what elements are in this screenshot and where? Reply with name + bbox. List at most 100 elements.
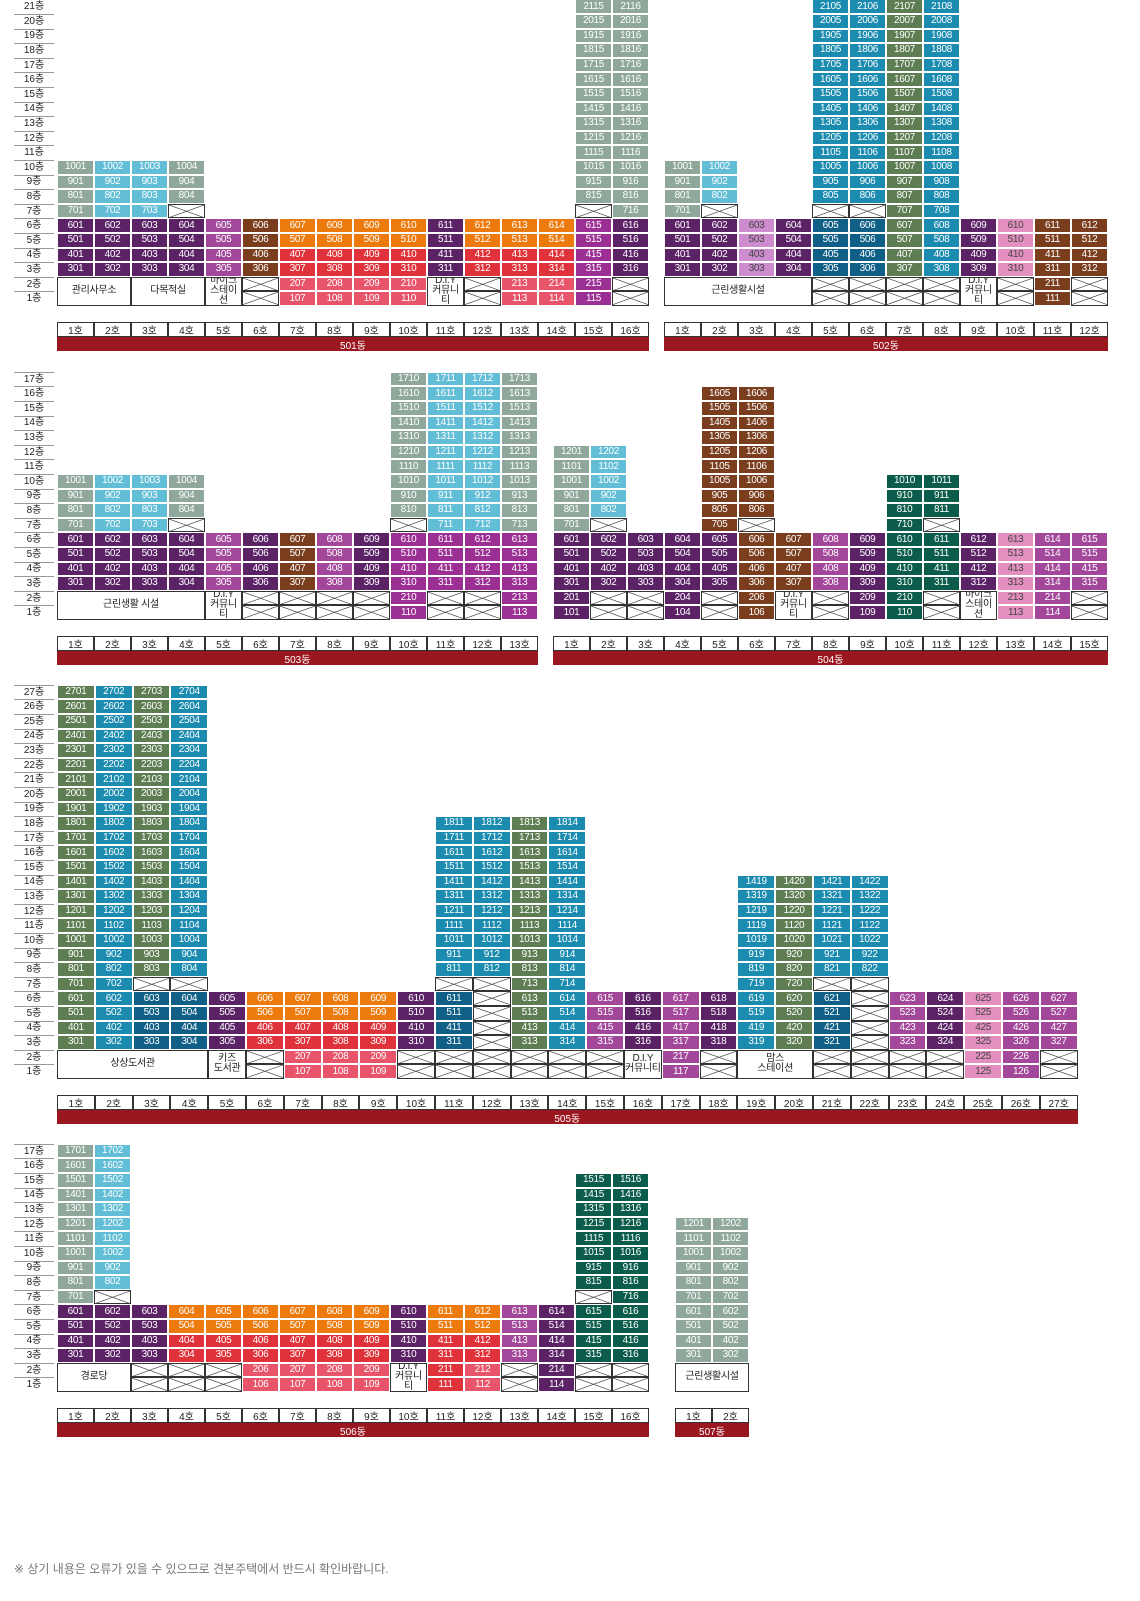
unit-cell: 813: [510, 962, 549, 977]
unit-cell: 317: [661, 1035, 700, 1050]
unit-cell: 408: [923, 247, 960, 263]
unit-cell: 1601: [57, 1158, 94, 1173]
unit-cell: 316: [612, 262, 649, 277]
unit-cell: 514: [538, 233, 575, 248]
unit-cell: 902: [590, 488, 627, 504]
unit-cell: 308: [316, 262, 353, 277]
unit-cell: 408: [316, 1333, 353, 1349]
floor-label: 4층: [14, 247, 54, 263]
empty-cell: [699, 1064, 738, 1079]
floor-label: 5층: [14, 233, 54, 248]
unit-number-label: 8호: [321, 1095, 360, 1110]
no-unit-cross-icon: [887, 292, 922, 305]
unit-cell: 1211: [427, 444, 464, 460]
unit-cell: 310: [390, 262, 427, 277]
unit-number-label: 23호: [888, 1095, 927, 1110]
unit-cell: 1712: [472, 830, 511, 846]
unit-cell: 418: [699, 1020, 738, 1036]
unit-number-label: 15호: [575, 322, 612, 337]
unit-cell: 701: [57, 203, 94, 219]
unit-number-label: 8호: [316, 322, 353, 337]
unit-cell: 415: [1071, 561, 1108, 577]
unit-number-label: 22호: [850, 1095, 889, 1110]
no-unit-cross-icon: [465, 292, 500, 305]
unit-cell: 112: [464, 1377, 501, 1392]
unit-number-label: 15호: [575, 1408, 612, 1423]
unit-cell: 921: [813, 947, 851, 963]
unit-cell: 1502: [94, 860, 133, 875]
no-unit-cross-icon: [591, 606, 626, 619]
empty-cell: [316, 605, 353, 620]
unit-cell: 413: [510, 1020, 549, 1036]
unit-cell: 2601: [57, 699, 95, 714]
unit-cell: 508: [316, 1319, 353, 1334]
unit-cell: 801: [57, 1275, 94, 1290]
unit-cell: 1107: [886, 145, 923, 160]
unit-cell: 920: [775, 947, 813, 963]
unit-cell: 406: [242, 247, 279, 263]
unit-cell: 606: [246, 991, 284, 1006]
unit-number-label: 6호: [246, 1095, 284, 1110]
unit-cell: 1816: [612, 43, 649, 58]
unit-cell: 803: [131, 503, 168, 518]
unit-cell: 207: [279, 276, 316, 292]
unit-cell: 211: [427, 1362, 464, 1378]
unit-cell: 1214: [548, 903, 587, 919]
empty-cell: [627, 605, 664, 620]
unit-cell: 408: [321, 1020, 360, 1036]
floor-label: 2층: [14, 276, 54, 292]
unit-cell: 1510: [390, 401, 427, 416]
empty-cell: [888, 1064, 927, 1079]
unit-cell: 1208: [923, 130, 960, 146]
no-unit-cross-icon: [132, 1378, 167, 1391]
unit-cell: 511: [427, 1319, 464, 1334]
unit-cell: 2102: [94, 772, 133, 787]
unit-cell: 2502: [94, 714, 133, 729]
no-unit-cross-icon: [814, 1051, 850, 1064]
unit-cell: 316: [612, 1348, 649, 1363]
unit-number-label: 1호: [553, 636, 590, 651]
empty-cell: [590, 517, 627, 533]
unit-cell: 1901: [57, 801, 95, 817]
unit-cell: 616: [624, 991, 662, 1006]
floor-label: 4층: [14, 1333, 54, 1349]
unit-cell: 511: [435, 1006, 473, 1021]
unit-cell: 902: [94, 488, 131, 504]
unit-cell: 423: [888, 1020, 927, 1036]
unit-cell: 614: [548, 991, 587, 1006]
unit-cell: 906: [738, 488, 775, 504]
floor-label: 22층: [14, 757, 54, 773]
unit-cell: 421: [813, 1020, 851, 1036]
empty-cell: [472, 1064, 511, 1079]
unit-cell: 412: [464, 1333, 501, 1349]
unit-cell: 901: [57, 174, 94, 190]
unit-cell: 115: [575, 291, 612, 306]
unit-cell: 710: [886, 517, 923, 533]
unit-cell: 511: [427, 547, 464, 562]
no-unit-cross-icon: [852, 1065, 888, 1078]
unit-cell: 1001: [57, 474, 94, 489]
unit-cell: 513: [501, 547, 538, 562]
unit-cell: 515: [1071, 547, 1108, 562]
unit-cell: 109: [353, 291, 390, 306]
unit-cell: 614: [538, 218, 575, 233]
unit-cell: 624: [926, 991, 965, 1006]
floor-label: 10층: [14, 474, 54, 489]
unit-cell: 1001: [57, 933, 95, 948]
no-unit-cross-icon: [701, 1065, 737, 1078]
no-unit-cross-icon: [702, 592, 737, 605]
no-unit-cross-icon: [924, 592, 959, 605]
unit-cell: 2105: [812, 0, 849, 14]
unit-cell: 213: [501, 276, 538, 292]
unit-cell: 106: [738, 605, 775, 620]
unit-cell: 301: [57, 1035, 95, 1050]
unit-cell: 1402: [94, 1187, 131, 1203]
floor-label: 16층: [14, 72, 54, 87]
unit-cell: 901: [664, 174, 701, 190]
unit-cell: 905: [701, 488, 738, 504]
floor-label: 12층: [14, 1216, 54, 1232]
unit-number-label: 12호: [464, 636, 501, 651]
unit-cell: 1111: [435, 918, 473, 933]
no-unit-cross-icon: [428, 606, 463, 619]
no-unit-cross-icon: [576, 1364, 611, 1377]
